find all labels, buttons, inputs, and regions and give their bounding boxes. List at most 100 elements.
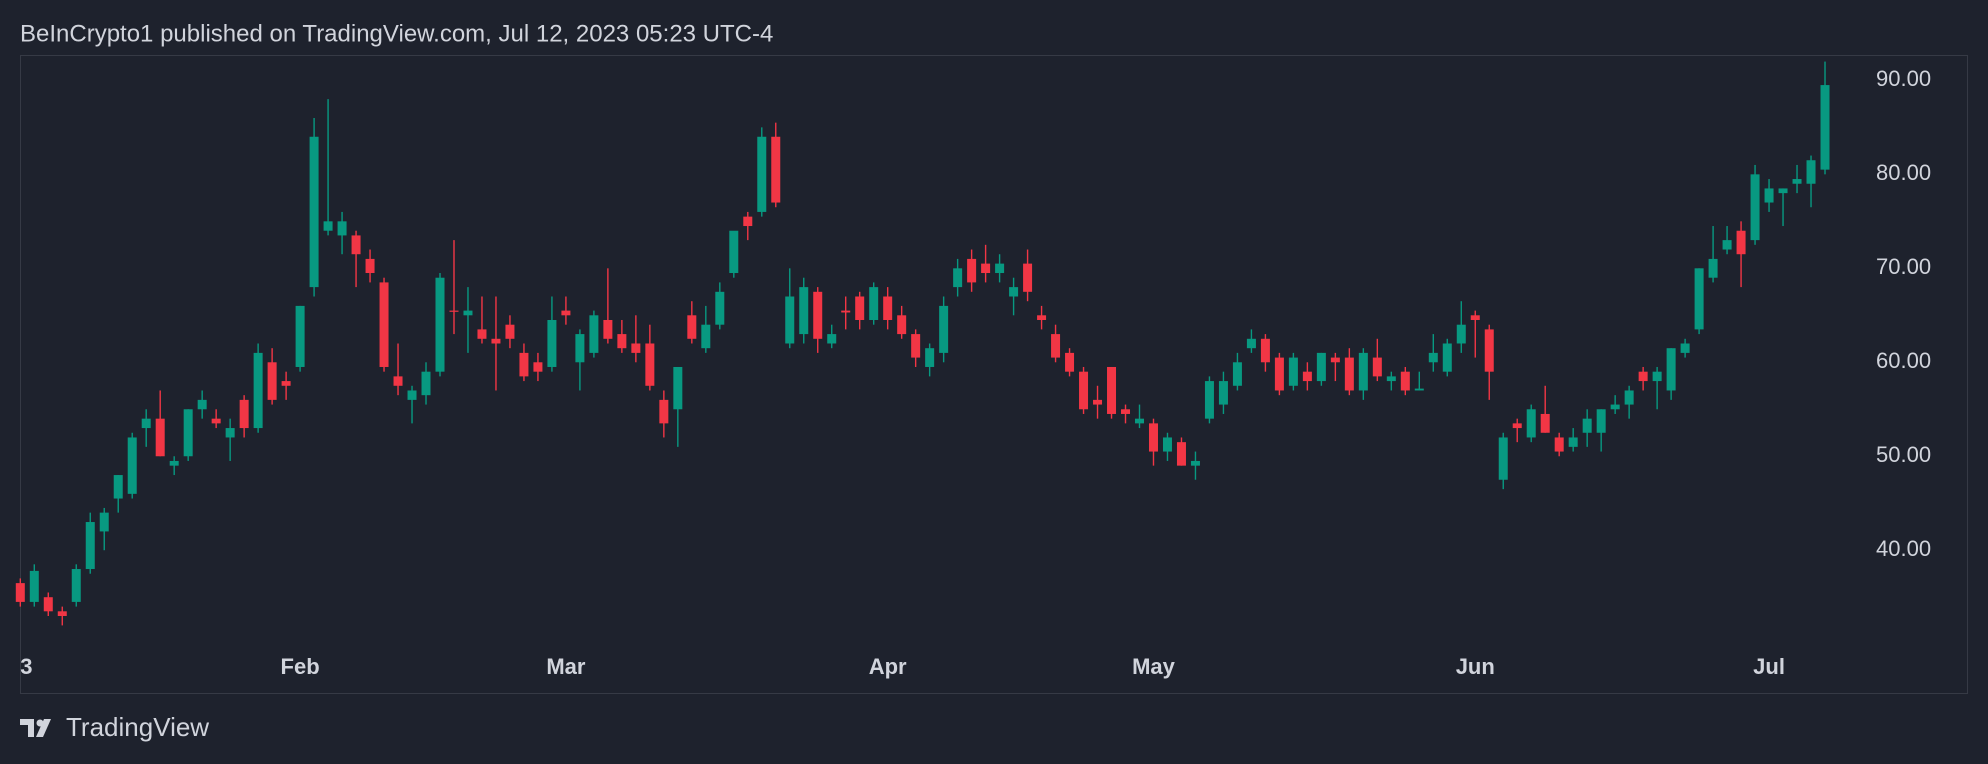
candle-body <box>1065 352 1075 372</box>
candle-body <box>897 315 907 335</box>
y-tick-label: 80.00 <box>1876 160 1931 185</box>
candle-body <box>1610 404 1620 410</box>
y-tick-label: 40.00 <box>1876 536 1931 561</box>
candle-body <box>365 258 375 274</box>
candle-body <box>1540 413 1550 433</box>
candle-body <box>1260 338 1270 363</box>
candle-body <box>281 381 291 386</box>
candle-body <box>603 319 613 339</box>
candle-body <box>743 216 753 227</box>
candle-body <box>1358 352 1368 391</box>
candle-body <box>1428 352 1438 363</box>
candle-body <box>757 136 767 212</box>
candle-body <box>967 258 977 283</box>
candle-body <box>155 418 165 457</box>
candle-body <box>1093 399 1103 405</box>
candle-body <box>589 315 599 353</box>
candle-body <box>29 570 39 602</box>
candle-body <box>1624 390 1634 405</box>
candle-body <box>1079 371 1089 410</box>
chart-panel <box>20 55 1968 694</box>
candle-body <box>1107 366 1117 414</box>
candle-body <box>351 235 361 255</box>
candle-body <box>43 597 53 612</box>
candle-body <box>393 376 403 386</box>
candle-body <box>715 291 725 325</box>
candle-body <box>449 310 459 312</box>
y-tick-label: 70.00 <box>1876 254 1931 279</box>
candle-body <box>519 352 529 377</box>
candle-body <box>1470 315 1480 320</box>
candle-body <box>1666 348 1676 391</box>
candle-body <box>1680 343 1690 353</box>
candle-body <box>1498 437 1508 480</box>
candle-body <box>1764 188 1774 203</box>
candle-body <box>1778 188 1788 194</box>
candle-body <box>99 512 109 532</box>
candle-body <box>1302 371 1312 382</box>
candle-body <box>1274 357 1284 391</box>
candle-body <box>869 287 879 320</box>
candle-body <box>1386 376 1396 382</box>
candle-body <box>547 319 557 367</box>
candle-body <box>1512 423 1522 429</box>
candle-body <box>841 310 851 313</box>
candle-body <box>1162 437 1172 452</box>
candle-body <box>183 409 193 457</box>
candle-body <box>211 418 221 424</box>
candle-body <box>981 263 991 274</box>
candle-body <box>85 522 95 570</box>
candle-body <box>701 324 711 349</box>
logo-part <box>36 719 51 737</box>
candle-body <box>533 362 543 372</box>
candle-body <box>477 329 487 339</box>
x-tick-label: 3 <box>20 654 32 679</box>
candle-body <box>295 305 305 367</box>
candle-body <box>197 399 207 410</box>
y-tick-label: 90.00 <box>1876 66 1931 91</box>
candle-body <box>1330 357 1340 363</box>
candle-body <box>673 366 683 410</box>
candle-body <box>575 334 585 363</box>
candle-body <box>1246 338 1256 349</box>
candle-body <box>505 324 515 339</box>
plot-area: 40.00 50.00 60.00 70.00 80.00 90.00 3 Feb Mar Apr… <box>15 61 1931 679</box>
candle-body <box>883 296 893 320</box>
y-tick-label: 50.00 <box>1876 442 1931 467</box>
candle-body <box>1806 160 1816 184</box>
candle-body <box>1736 230 1746 255</box>
candle-body <box>1009 287 1019 297</box>
candle-body <box>799 287 809 335</box>
candle-body <box>71 569 81 602</box>
candle-body <box>1023 263 1033 292</box>
candle-body <box>1288 357 1298 386</box>
candle-body <box>687 315 697 339</box>
candle-body <box>1232 362 1242 386</box>
candle-body <box>1792 179 1802 184</box>
candle-body <box>309 136 319 288</box>
candle-body <box>435 277 445 372</box>
candle-body <box>1037 315 1047 320</box>
candle-body <box>1218 381 1228 405</box>
candle-body <box>1190 460 1200 466</box>
candle-body <box>939 305 949 353</box>
candle-body <box>645 343 655 386</box>
candle-body <box>379 282 389 367</box>
candle-body <box>617 334 627 349</box>
candle-body <box>771 136 781 203</box>
candle-body <box>267 362 277 400</box>
x-tick-label: Jun <box>1456 654 1495 679</box>
logo-part <box>20 719 34 737</box>
candle-body <box>561 310 571 316</box>
candle-body <box>1708 258 1718 278</box>
candle-body <box>953 268 963 288</box>
candle-body <box>1554 437 1564 452</box>
candle-body <box>491 338 501 344</box>
candle-body <box>1372 357 1382 377</box>
candle-body <box>225 428 235 438</box>
candle-body <box>729 230 739 274</box>
candle-body <box>827 334 837 344</box>
candle-body <box>239 399 249 429</box>
candle-body <box>925 348 935 367</box>
